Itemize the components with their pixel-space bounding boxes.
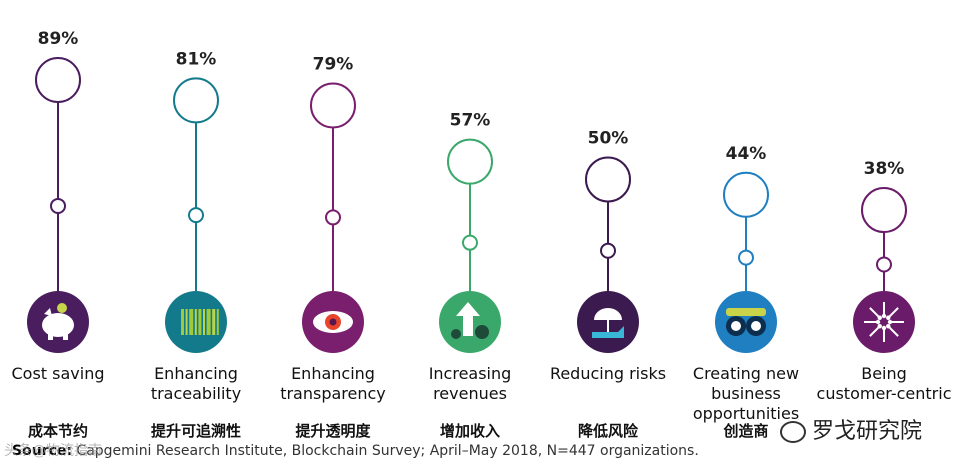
value-circle (173, 77, 219, 124)
barcode-bar (212, 309, 216, 335)
value-label: 81% (176, 49, 217, 69)
category-label: Enhancing (154, 364, 238, 383)
value-label: 57% (450, 111, 491, 131)
category-label: traceability (151, 384, 241, 403)
piggy-ear (44, 308, 52, 316)
category-label: Creating new (693, 364, 799, 383)
binocular-top (726, 308, 766, 316)
value-label: 89% (38, 29, 79, 49)
mid-circle (188, 207, 204, 224)
arrow-line (888, 307, 899, 318)
barcode-icon (165, 291, 227, 353)
barcode-bar (206, 309, 211, 335)
arrow-head (877, 315, 882, 320)
value-label: 50% (588, 128, 629, 148)
category-label: Increasing (429, 364, 512, 383)
mid-circle (462, 234, 478, 251)
category-label: transparency (280, 384, 386, 403)
piggy-bank-icon (27, 291, 89, 353)
converging-arrows-icon (853, 291, 915, 353)
category-label: Being (861, 364, 907, 383)
arrow-head (881, 325, 887, 331)
barcode-bar (194, 309, 197, 335)
arrow-up (456, 302, 480, 336)
category-label: customer-centric (817, 384, 952, 403)
binocular-glass (751, 321, 761, 331)
arrow-head (886, 324, 891, 329)
watermark-left: 头条@物流指南 (4, 443, 102, 459)
arrow-line (869, 326, 880, 337)
icon-bg (853, 291, 915, 353)
value-circle (861, 187, 907, 234)
hand (592, 326, 624, 338)
barcode-bar (198, 309, 202, 335)
mid-circle (600, 242, 616, 259)
mid-circle (325, 209, 341, 226)
umbrella-canopy (594, 308, 622, 320)
value-circle (35, 57, 81, 103)
eye-icon (302, 291, 364, 353)
category-label-zh: 成本节约 (28, 422, 88, 440)
category-label-zh: 降低风险 (578, 422, 639, 440)
arrow-line (869, 307, 880, 318)
mid-circle (50, 197, 66, 214)
piggy-leg (63, 332, 68, 340)
category-label: Cost saving (11, 364, 104, 383)
coin (57, 303, 67, 313)
category-label: Reducing risks (550, 364, 666, 383)
category-label-zh: 增加收入 (440, 422, 500, 440)
barcode-bar (203, 309, 205, 335)
barcode-bar (181, 309, 184, 335)
binocular-glass (731, 321, 741, 331)
piggy-body (42, 313, 74, 337)
barcode-bar (189, 309, 194, 335)
arrow-head (886, 315, 891, 320)
revenue-arrow-icon (439, 291, 501, 353)
money-bag-small (451, 329, 461, 339)
watermark: 罗戈研究院 (780, 413, 922, 445)
money-bag (475, 325, 489, 339)
category-label-zh: 提升可追溯性 (151, 422, 241, 440)
mid-circle (738, 249, 754, 266)
value-circle (310, 82, 356, 129)
value-circle (447, 138, 493, 185)
category-label: business (711, 384, 781, 403)
category-label: Enhancing (291, 364, 375, 383)
arrow-head (881, 313, 887, 319)
value-label: 44% (726, 144, 767, 164)
category-label: opportunities (693, 404, 799, 423)
mid-circle (876, 256, 892, 273)
wechat-icon (780, 421, 806, 443)
arrow-line (888, 326, 899, 337)
eye-pupil (329, 318, 337, 326)
arrow-head (877, 324, 882, 329)
arrow-head (875, 319, 881, 325)
lollipop-0: 89% Cost saving 成本节约 (11, 29, 104, 440)
binoculars-icon (715, 291, 777, 353)
icon-bg (715, 291, 777, 353)
umbrella-hand-icon (577, 291, 639, 353)
category-label-zh: 提升透明度 (295, 422, 371, 440)
value-label: 79% (313, 55, 354, 75)
category-label-zh: 创造商 (722, 422, 768, 440)
lollipop-4: 50% Reducing risks 降低风险 (550, 128, 666, 440)
value-circle (585, 156, 631, 203)
source-note: Source: Capgemini Research Institute, Bl… (12, 443, 699, 459)
barcode-bar (185, 309, 188, 335)
value-circle (723, 171, 769, 218)
piggy-leg (48, 332, 53, 340)
barcode-bar (216, 309, 219, 335)
value-label: 38% (864, 159, 905, 179)
arrow-head (887, 319, 893, 325)
category-label: revenues (433, 384, 507, 403)
